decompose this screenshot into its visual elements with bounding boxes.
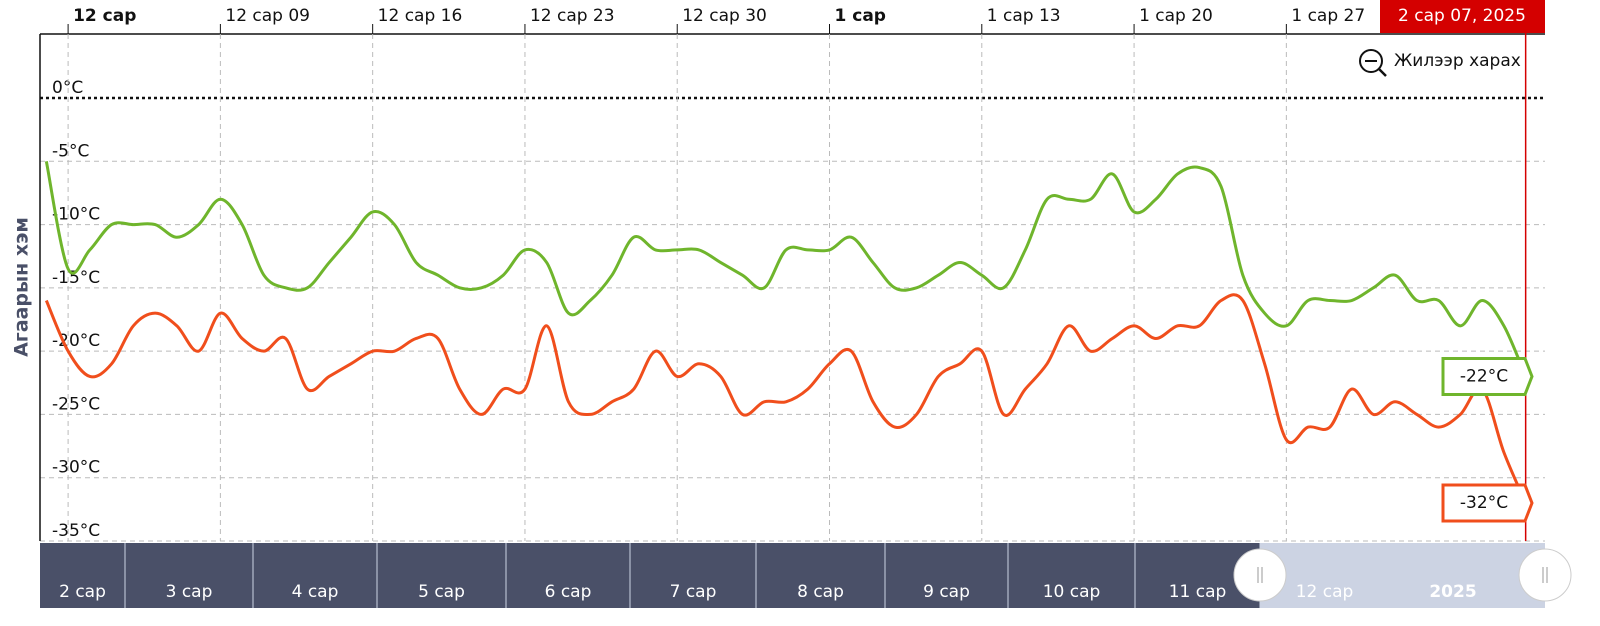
y-tick-label: -10°C: [52, 205, 100, 225]
x-tick-label: 12 сар 16: [378, 6, 463, 26]
end-label-box: [1441, 483, 1534, 523]
navigator-label: 9 сар: [923, 582, 970, 602]
y-tick-label: 0°C: [52, 78, 83, 98]
x-tick-label: 1 сар: [835, 6, 886, 26]
x-tick-label: 12 сар 23: [530, 6, 615, 26]
y-tick-label: -30°C: [52, 458, 100, 478]
series-line: [44, 293, 1528, 504]
y-tick-label: -25°C: [52, 394, 100, 414]
navigator-label: 11 сар: [1169, 582, 1227, 602]
x-tick-label: 12 сар 09: [225, 6, 310, 26]
zoom-button[interactable]: Жилээр харах: [1359, 49, 1521, 77]
end-label-box: [1441, 356, 1534, 396]
x-tick-label: 1 сар 20: [1139, 6, 1213, 26]
navigator-label: 12 сар: [1296, 582, 1354, 602]
button-label[interactable]: Жилээр харах: [1394, 51, 1521, 71]
navigator-label: 5 сар: [418, 582, 465, 602]
x-tick-label: 12 сар 30: [682, 6, 767, 26]
zoom-icon: [1359, 49, 1383, 73]
crosshair-label: 2 сар 07, 2025: [1398, 6, 1526, 26]
crosshair-label-box: [1380, 0, 1545, 33]
y-tick-label: -5°C: [52, 141, 89, 161]
end-label: -22°C: [1460, 366, 1508, 386]
navigator-label: 10 сар: [1043, 582, 1101, 602]
y-tick-label: -15°C: [52, 268, 100, 288]
navigator-label: 7 сар: [670, 582, 717, 602]
y-axis-title: Агаарын хэм: [11, 217, 33, 357]
end-label: -32°C: [1460, 493, 1508, 513]
navigator-label: 4 сар: [292, 582, 339, 602]
x-tick-label: 1 сар 27: [1291, 6, 1365, 26]
navigator-handle[interactable]: [1518, 548, 1572, 602]
x-tick-label: 12 сар: [73, 6, 136, 26]
navigator-label: 6 сар: [545, 582, 592, 602]
navigator-label: 2 сар: [59, 582, 106, 602]
navigator-handle[interactable]: [1233, 548, 1287, 602]
navigator-label: 2025: [1429, 582, 1476, 602]
navigator-label: 3 сар: [166, 582, 213, 602]
navigator-label: 8 сар: [797, 582, 844, 602]
series-line: [44, 160, 1528, 378]
y-tick-label: -35°C: [52, 521, 100, 541]
x-tick-label: 1 сар 13: [987, 6, 1061, 26]
navigator-selection: [1260, 543, 1545, 608]
zoom-icon: [1378, 68, 1387, 77]
